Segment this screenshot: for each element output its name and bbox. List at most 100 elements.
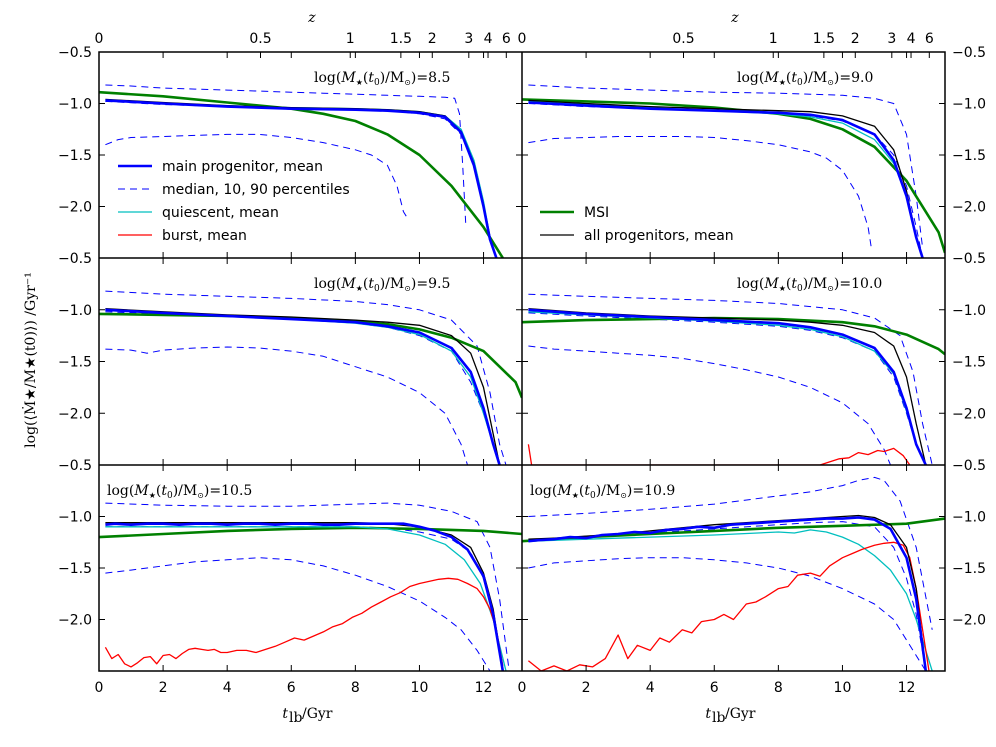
panel-label-m: M — [763, 70, 779, 86]
panel-label-value: 10.5 — [221, 483, 252, 499]
panel-4-series-median — [105, 526, 504, 671]
y-tick-label-left: −1.0 — [58, 510, 92, 526]
x-tick-label: 12 — [898, 680, 916, 696]
panel-label-value: 9.0 — [851, 70, 873, 86]
panel-0-series-p10 — [105, 133, 408, 218]
panel-label-log: log( — [737, 276, 764, 292]
x-tick-label: 10 — [411, 680, 429, 696]
x-tick-label: 4 — [646, 680, 655, 696]
panel-3-series-p90 — [528, 293, 933, 465]
panel-label-msun: )/M — [380, 276, 405, 292]
z-tick-label: 3 — [887, 31, 896, 47]
panel-2-series-p90 — [105, 290, 507, 465]
z-tick-label: 1 — [769, 31, 778, 47]
panel-2-series-main — [105, 308, 501, 465]
legend-label-2: quiescent, mean — [162, 205, 279, 221]
panel-4-series-quiescent — [105, 526, 507, 671]
panel-4-series-p10 — [105, 557, 491, 671]
panel-4-plot — [99, 502, 522, 671]
y-tick-label-right: −0.5 — [952, 458, 986, 474]
panel-label-star: ★ — [572, 491, 579, 500]
y-tick-label-right: −1.5 — [952, 148, 986, 164]
y-tick-label-left: −1.5 — [58, 148, 92, 164]
panel-3-label: log(M★(t0)/M⊙)=10.0 — [737, 276, 882, 294]
panel-4-series-p90 — [105, 502, 510, 671]
panel-1-plot — [522, 84, 945, 258]
x-tick-label: 8 — [774, 680, 783, 696]
panel-label-t: t — [791, 70, 797, 86]
panel-label-sub0: 0 — [590, 491, 596, 501]
panel-3-series-median — [528, 312, 927, 465]
panel-0-label: log(M★(t0)/M⊙)=8.5 — [314, 70, 450, 88]
panel-5-series-burst — [527, 541, 930, 671]
z-tick-label: 1.5 — [813, 31, 835, 47]
x-tick-label: 12 — [475, 680, 493, 696]
panel-5-series-median — [528, 521, 927, 671]
top-z-label-right: z — [730, 10, 739, 26]
x-axis-label-left-sub: lb — [289, 710, 302, 726]
panel-label-eq: )= — [834, 276, 851, 292]
panel-1-series-p10 — [528, 136, 872, 248]
panel-label-paren: ( — [786, 70, 791, 86]
panel-label-sub0: 0 — [374, 78, 380, 88]
panel-label-paren: ( — [156, 483, 161, 499]
panel-5-plot — [522, 476, 945, 671]
y-tick-label-left: −2.0 — [58, 613, 92, 629]
panel-label-m: M — [556, 483, 572, 499]
panel-label-log: log( — [107, 483, 134, 499]
panel-label-sun: ⊙ — [404, 78, 411, 87]
y-tick-label-left: −1.0 — [58, 97, 92, 113]
y-tick-label-right: −2.0 — [952, 613, 986, 629]
panel-label-m: M — [340, 276, 356, 292]
panel-2-series-p10 — [105, 346, 468, 465]
z-tick-label: 4 — [907, 31, 916, 47]
panel-5-series-quiescent — [528, 529, 933, 671]
legend-label-0: MSI — [584, 205, 609, 221]
panel-label-log: log( — [530, 483, 557, 499]
panel-4-series-main — [105, 522, 505, 671]
panel-1-label: log(M★(t0)/M⊙)=9.0 — [737, 70, 873, 88]
panel-label-sub0: 0 — [374, 284, 380, 294]
panel-5-label: log(M★(t0)/M⊙)=10.9 — [530, 483, 675, 501]
z-tick-label: 2 — [851, 31, 860, 47]
panel-label-paren: ( — [579, 483, 584, 499]
y-tick-label-right: −0.5 — [952, 45, 986, 61]
y-tick-label-left: −0.5 — [58, 45, 92, 61]
y-tick-label-right: −2.0 — [952, 406, 986, 422]
x-tick-label: 0 — [95, 680, 104, 696]
panels-layer — [99, 84, 945, 671]
panel-5-series-p10 — [528, 557, 927, 671]
panel-label-star: ★ — [356, 284, 363, 293]
panel-label-log: log( — [314, 276, 341, 292]
legend-left: main progenitor, mean median, 10, 90 perc… — [118, 159, 350, 244]
x-tick-label: 6 — [287, 680, 296, 696]
z-tick-label: 6 — [502, 31, 511, 47]
x-tick-label: 6 — [710, 680, 719, 696]
z-tick-label: 0.5 — [672, 31, 694, 47]
panel-label-value: 10.0 — [851, 276, 882, 292]
panel-3-series-msi — [522, 316, 945, 356]
panel-2-label: log(M★(t0)/M⊙)=9.5 — [314, 276, 450, 294]
panel-label-sun: ⊙ — [404, 284, 411, 293]
panel-0-series-main — [105, 99, 498, 258]
panel-4-series-msi — [99, 526, 522, 539]
panel-label-log: log( — [737, 70, 764, 86]
panel-4-series-all — [105, 522, 504, 671]
panel-1-series-p90 — [528, 84, 924, 248]
panel-label-t: t — [368, 70, 374, 86]
panel-4-series-burst — [104, 577, 504, 668]
panel-label-sub0: 0 — [797, 78, 803, 88]
panel-1-series-msi — [522, 98, 945, 254]
panel-2-plot — [99, 290, 522, 465]
panel-label-star: ★ — [779, 78, 786, 87]
panel-label-msun: )/M — [380, 70, 405, 86]
panel-label-paren: ( — [363, 276, 368, 292]
z-tick-label: 0 — [518, 31, 527, 47]
z-tick-label: 0 — [95, 31, 104, 47]
legend-label-3: burst, mean — [162, 228, 247, 244]
panel-4-label: log(M★(t0)/M⊙)=10.5 — [107, 483, 252, 501]
panel-label-eq: )= — [411, 70, 428, 86]
panel-label-t: t — [584, 483, 590, 499]
panel-label-t: t — [161, 483, 167, 499]
